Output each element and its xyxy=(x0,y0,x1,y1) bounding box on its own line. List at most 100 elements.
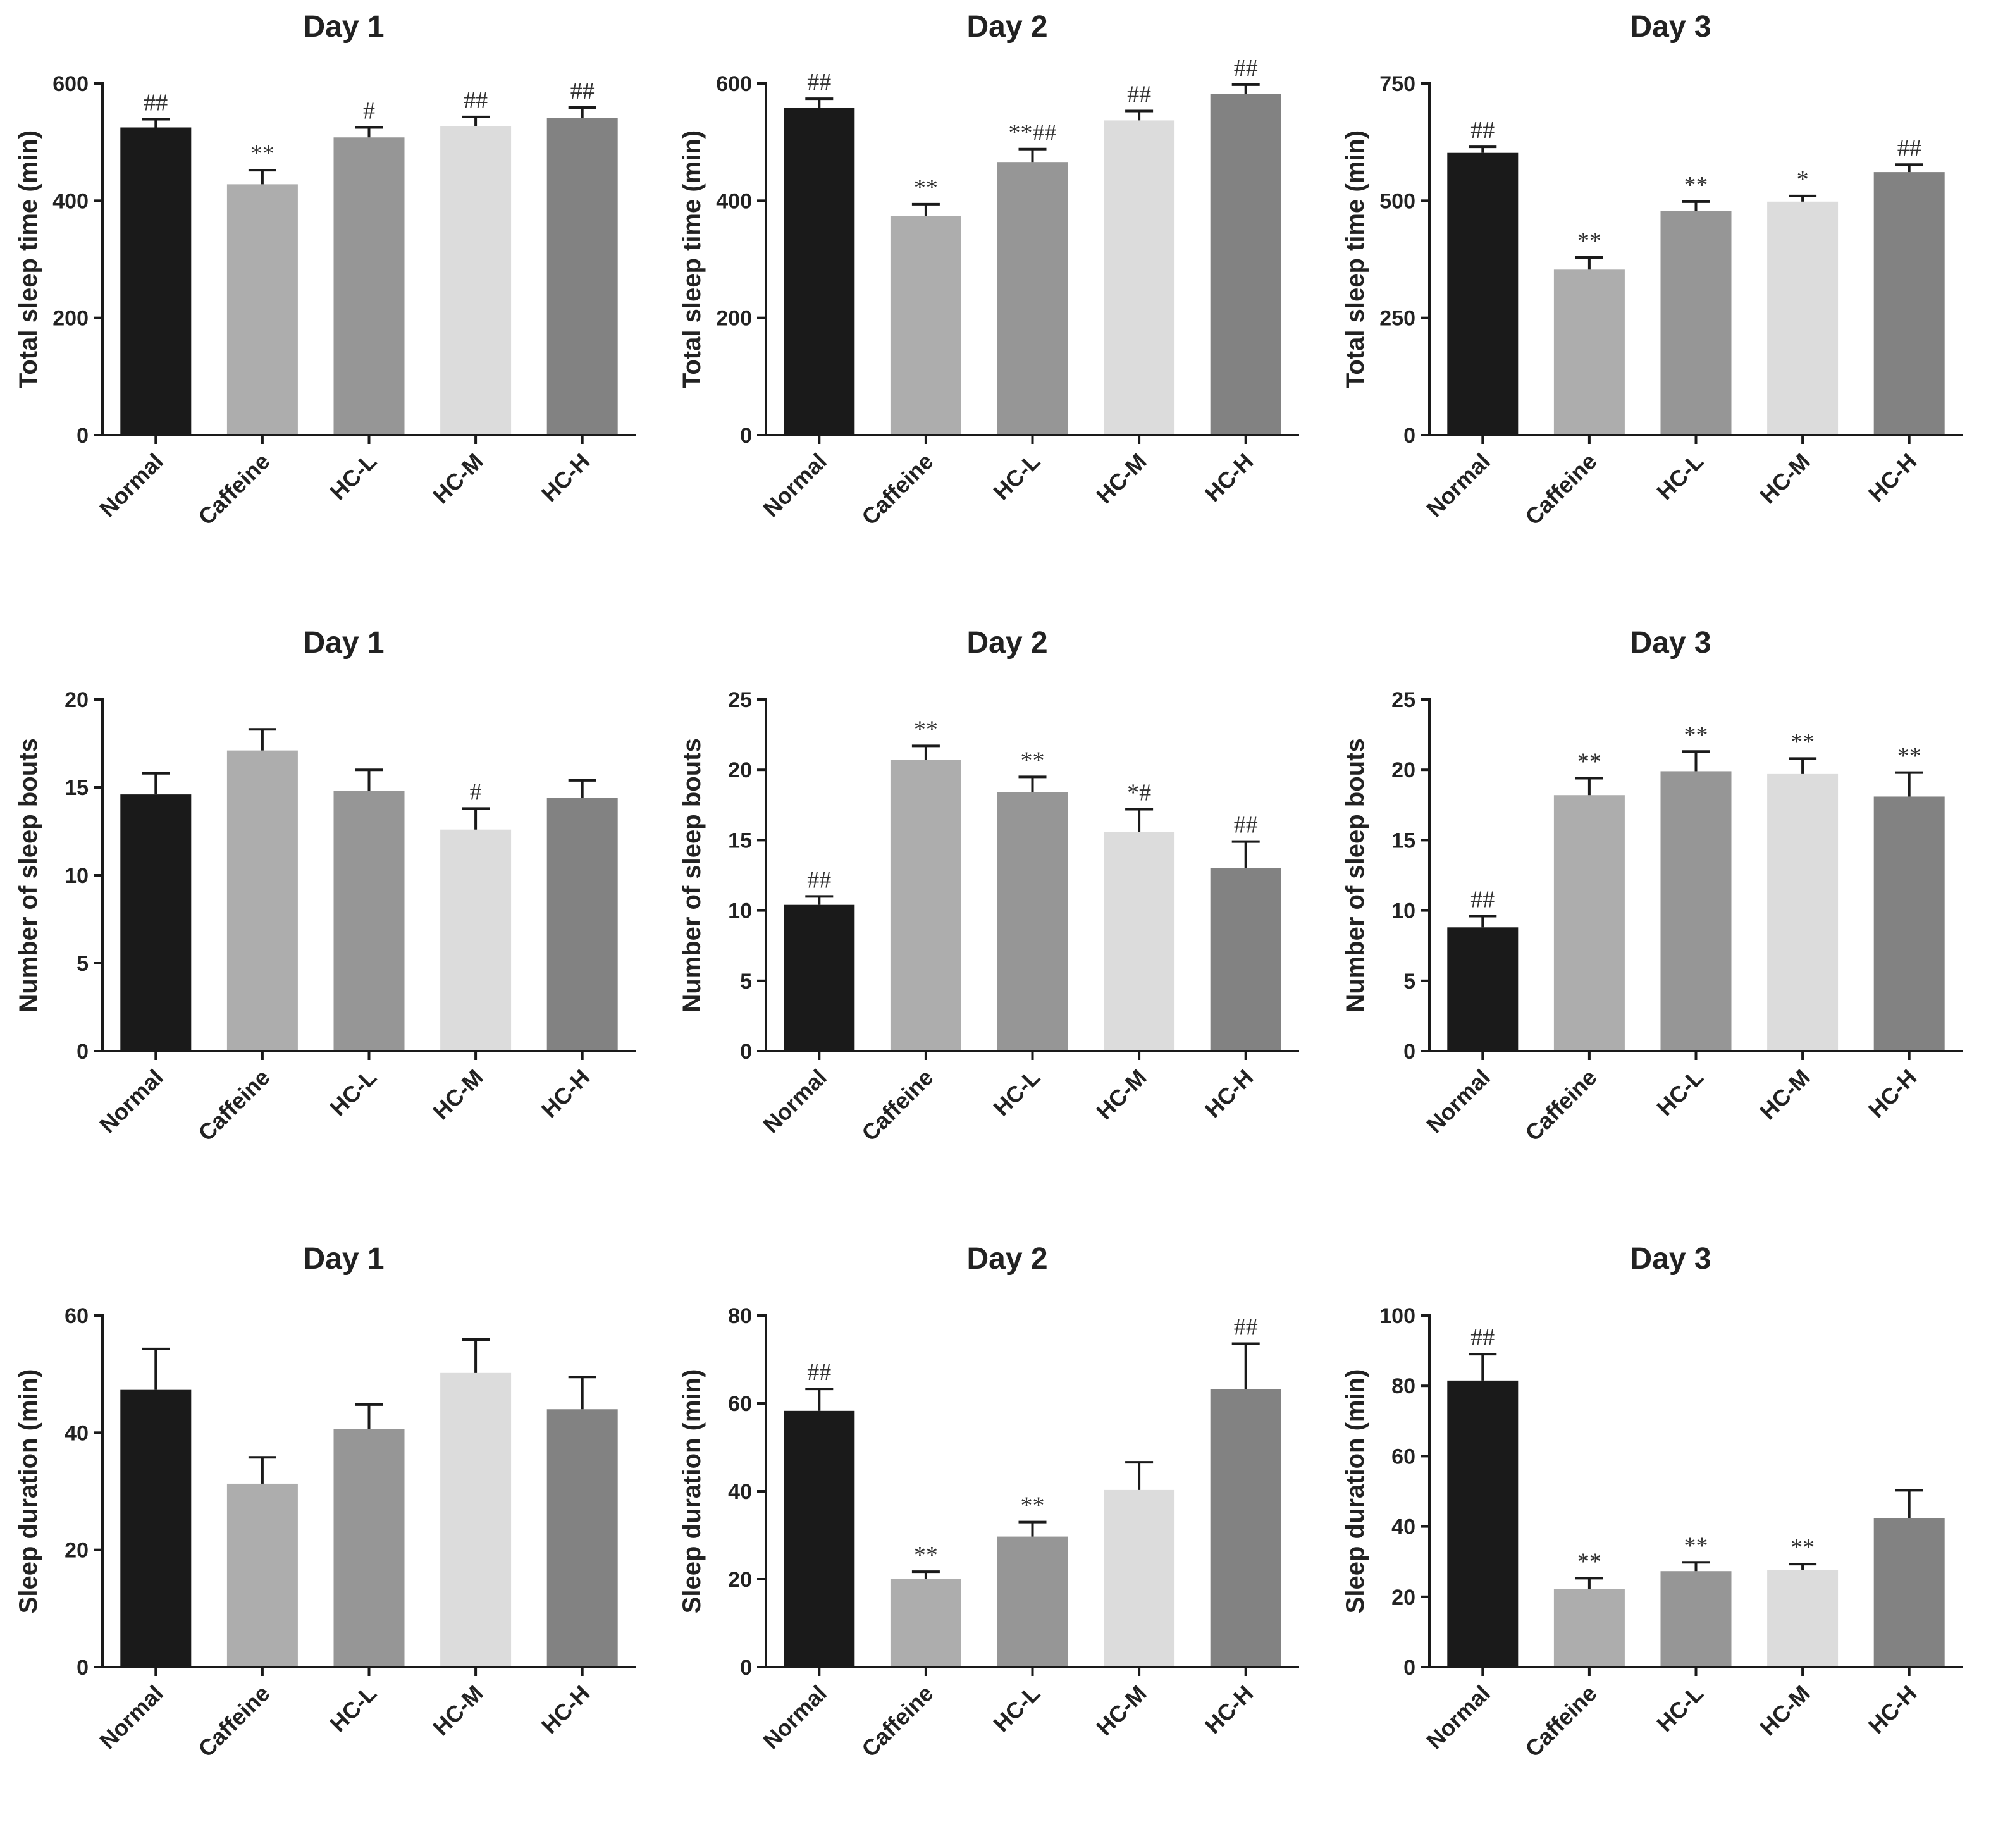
significance-label: ## xyxy=(1234,1314,1258,1340)
x-tick-label: Caffeine xyxy=(193,1064,274,1146)
x-tick-label: HC-L xyxy=(1651,1064,1708,1121)
y-axis-label: Sleep duration (min) xyxy=(15,1369,42,1614)
significance-label: ** xyxy=(1021,747,1045,773)
chart-panel: Day 2 Total sleep time (min) ## Normal ** Caf… xyxy=(663,0,1327,616)
chart-svg: Day 2 Number of sleep bouts ## Normal ** Caff… xyxy=(678,626,1299,1146)
bar xyxy=(1210,1389,1281,1667)
significance-label: * xyxy=(1797,166,1809,193)
x-tick-label: HC-L xyxy=(988,1680,1045,1737)
bar xyxy=(440,829,512,1051)
chart-title: Day 3 xyxy=(1630,10,1711,44)
bar xyxy=(1873,796,1945,1051)
bar xyxy=(1104,120,1175,435)
y-tick-label: 0 xyxy=(1403,1040,1415,1064)
significance-label: # xyxy=(363,98,375,125)
chart-svg: Day 3 Total sleep time (min) ## Normal ** Caf… xyxy=(1341,10,1963,530)
y-tick-label: 200 xyxy=(52,307,89,331)
y-tick-label: 5 xyxy=(77,952,89,976)
significance-label: ** xyxy=(250,140,274,167)
bar xyxy=(1210,94,1281,435)
significance-label: ## xyxy=(1470,886,1495,913)
x-tick-label: Normal xyxy=(1421,1064,1495,1138)
chart-svg: Day 3 Number of sleep bouts ## Normal ** Caff… xyxy=(1341,626,1963,1146)
x-tick-label: HC-M xyxy=(1091,448,1151,508)
x-tick-label: HC-L xyxy=(988,1064,1045,1121)
chart-panel: Day 3 Total sleep time (min) ## Normal ** Caf… xyxy=(1327,0,1990,616)
y-tick-label: 80 xyxy=(728,1304,752,1328)
chart-panel: Day 3 Sleep duration (min) ## Normal ** Caffe… xyxy=(1327,1232,1990,1848)
bar xyxy=(226,750,298,1051)
x-tick-label: Caffeine xyxy=(856,1064,938,1146)
x-tick-label: Caffeine xyxy=(1520,1064,1601,1146)
y-tick-label: 40 xyxy=(728,1480,752,1504)
chart-title: Day 2 xyxy=(966,1242,1047,1276)
significance-label: ## xyxy=(464,87,488,114)
bar xyxy=(1767,201,1839,435)
bar xyxy=(890,760,961,1051)
y-tick-label: 5 xyxy=(1403,970,1415,994)
bar xyxy=(546,1409,618,1667)
bar xyxy=(1447,152,1519,435)
y-tick-label: 60 xyxy=(65,1304,89,1328)
x-tick-label: Caffeine xyxy=(193,1680,274,1762)
chart-title: Day 3 xyxy=(1630,1242,1711,1276)
bar xyxy=(997,792,1068,1051)
significance-label: # xyxy=(470,779,482,805)
x-tick-label: HC-H xyxy=(1200,1680,1259,1739)
bar xyxy=(890,1579,961,1667)
significance-label: ## xyxy=(807,69,831,95)
x-tick-label: Normal xyxy=(758,448,832,522)
bar xyxy=(1447,927,1519,1051)
y-tick-label: 0 xyxy=(77,1040,89,1064)
chart-svg: Day 1 Sleep duration (min) Normal Caffeine H… xyxy=(15,1242,636,1762)
x-tick-label: HC-L xyxy=(324,1680,381,1737)
significance-label: ## xyxy=(1234,55,1258,82)
bar xyxy=(1660,1571,1732,1667)
x-tick-label: HC-M xyxy=(428,448,488,508)
bar xyxy=(1660,771,1732,1051)
x-tick-label: Caffeine xyxy=(1520,448,1601,530)
x-tick-label: HC-M xyxy=(1754,1064,1815,1124)
y-tick-label: 60 xyxy=(1391,1445,1415,1469)
y-tick-label: 40 xyxy=(65,1421,89,1445)
x-tick-label: HC-H xyxy=(536,1064,595,1123)
bar xyxy=(1553,269,1625,435)
x-tick-label: Normal xyxy=(94,448,168,522)
y-axis-label: Total sleep time (min) xyxy=(678,130,706,388)
y-tick-label: 60 xyxy=(728,1392,752,1416)
chart-title: Day 1 xyxy=(303,10,384,44)
x-tick-label: HC-L xyxy=(324,448,381,505)
x-tick-label: Normal xyxy=(94,1064,168,1138)
y-tick-label: 0 xyxy=(740,424,752,448)
bar xyxy=(440,1372,512,1667)
bar xyxy=(1104,1489,1175,1667)
chart-panel: Day 1 Number of sleep bouts Normal Caffeine… xyxy=(0,616,663,1232)
bar xyxy=(1553,795,1625,1051)
bar xyxy=(1447,1380,1519,1667)
y-tick-label: 80 xyxy=(1391,1374,1415,1398)
bar xyxy=(997,1536,1068,1667)
significance-label: ** xyxy=(914,1542,938,1568)
significance-label: ## xyxy=(807,1359,831,1386)
y-axis-label: Number of sleep bouts xyxy=(1341,738,1369,1012)
x-tick-label: HC-H xyxy=(1200,448,1259,507)
bar xyxy=(784,1410,855,1667)
significance-label: ** xyxy=(1684,172,1708,199)
chart-panel: Day 2 Number of sleep bouts ## Normal ** Caff… xyxy=(663,616,1327,1232)
y-tick-label: 250 xyxy=(1379,307,1415,331)
x-tick-label: HC-H xyxy=(1200,1064,1259,1123)
y-tick-label: 20 xyxy=(1391,758,1415,782)
x-tick-label: Normal xyxy=(1421,1680,1495,1754)
chart-panel: Day 1 Total sleep time (min) ## Normal ** Caf… xyxy=(0,0,663,616)
bar xyxy=(1767,1569,1839,1667)
y-tick-label: 20 xyxy=(1391,1586,1415,1610)
significance-label: ** xyxy=(1791,729,1815,755)
bar xyxy=(890,216,961,435)
bar xyxy=(333,137,405,435)
y-tick-label: 15 xyxy=(65,776,89,800)
y-axis-label: Number of sleep bouts xyxy=(678,738,706,1012)
y-tick-label: 0 xyxy=(1403,424,1415,448)
x-tick-label: HC-H xyxy=(1863,448,1922,507)
x-tick-label: HC-H xyxy=(1863,1064,1922,1123)
